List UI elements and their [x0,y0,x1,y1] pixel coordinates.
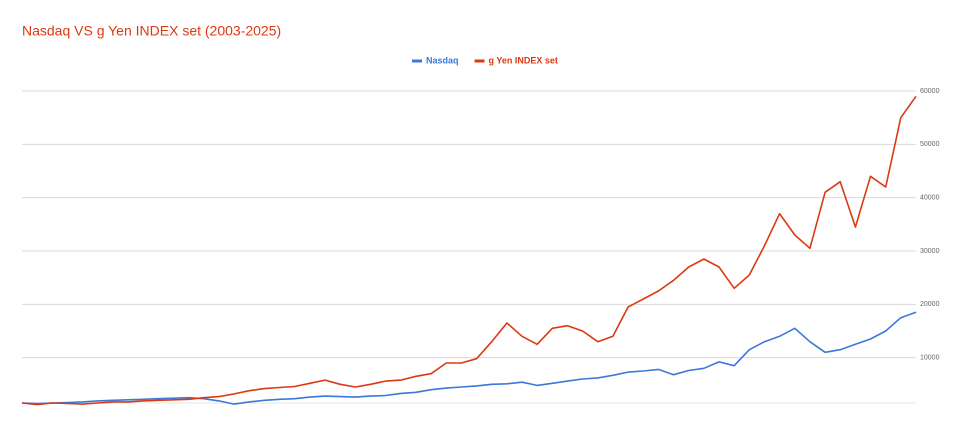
y-tick-label: 60000 [920,88,940,95]
y-tick-label: 30000 [920,248,940,255]
series-line [21,95,917,406]
y-tick-label: 10000 [920,355,940,362]
legend-label: g Yen INDEX set [489,55,558,65]
y-tick-label: 20000 [920,301,940,308]
series-line [21,311,917,405]
chart-title: Nasdaq VS g Yen INDEX set (2003-2025) [22,23,281,39]
legend-label: Nasdaq [426,55,459,65]
y-tick-label: 50000 [920,141,940,148]
y-tick-label: 40000 [920,195,940,202]
